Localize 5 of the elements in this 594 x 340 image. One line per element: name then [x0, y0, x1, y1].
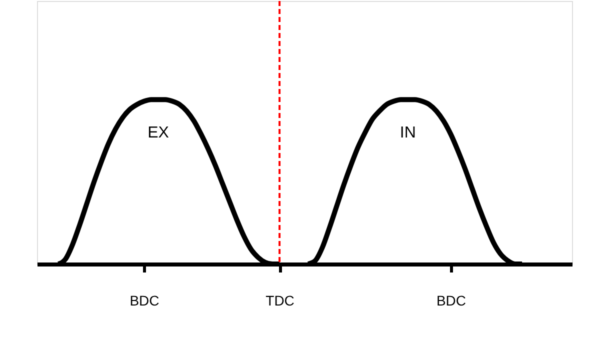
x-tick-label: BDC	[436, 292, 466, 308]
series-label: IN	[400, 124, 416, 142]
x-tick-label: BDC	[130, 292, 160, 308]
series-label: EX	[148, 124, 170, 142]
x-tick-label: TDC	[266, 292, 294, 308]
